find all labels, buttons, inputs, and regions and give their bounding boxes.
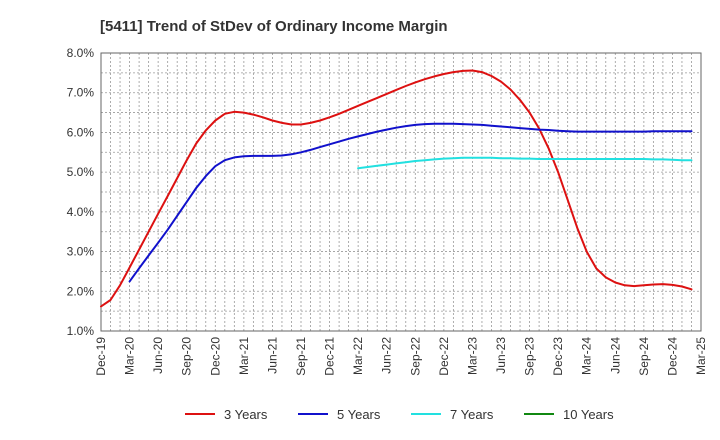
x-tick-label: Mar-20 (123, 337, 137, 375)
legend: 3 Years 5 Years 7 Years 10 Years (185, 407, 614, 422)
x-tick-label: Dec-23 (551, 337, 565, 376)
x-tick-label: Jun-22 (380, 337, 394, 374)
x-tick-label: Dec-22 (437, 337, 451, 376)
legend-label: 5 Years (337, 407, 381, 422)
x-tick-label: Jun-23 (494, 337, 508, 374)
y-tick-label: 3.0% (67, 245, 95, 259)
plot-grid (100, 52, 702, 332)
series-lines (100, 69, 693, 308)
x-tick-label: Jun-24 (608, 337, 622, 374)
x-tick-label: Jun-20 (151, 337, 165, 374)
x-tick-label: Jun-21 (265, 337, 279, 374)
legend-label: 7 Years (450, 407, 494, 422)
legend-label: 10 Years (563, 407, 614, 422)
x-tick-label: Sep-22 (408, 337, 422, 376)
legend-item: 5 Years (298, 407, 381, 422)
x-tick-label: Mar-25 (694, 337, 708, 375)
y-tick-label: 4.0% (67, 205, 95, 219)
legend-item: 10 Years (524, 407, 614, 422)
x-tick-label: Dec-19 (94, 337, 108, 376)
legend-item: 7 Years (411, 407, 494, 422)
x-axis-tick-labels: Dec-19 Mar-20 Jun-20 Sep-20 Dec-20 Mar-21 Jun-… (94, 337, 708, 376)
y-tick-label: 7.0% (67, 86, 95, 100)
x-tick-label: Mar-23 (465, 337, 479, 375)
series-line-7-years (357, 156, 693, 170)
x-tick-label: Sep-21 (294, 337, 308, 376)
x-tick-label: Sep-24 (637, 337, 651, 376)
series-line-3-years (100, 69, 693, 308)
x-tick-label: Sep-20 (180, 337, 194, 376)
plot-frame (100, 52, 702, 332)
y-axis-tick-labels: 1.0% 2.0% 3.0% 4.0% 5.0% 6.0% 7.0% 8.0% (67, 46, 95, 338)
chart-title: [5411] Trend of StDev of Ordinary Income… (100, 18, 448, 35)
x-tick-label: Mar-24 (580, 337, 594, 375)
x-tick-label: Dec-20 (208, 337, 222, 376)
series-line-5-years (128, 122, 693, 283)
x-tick-label: Dec-24 (665, 337, 679, 376)
legend-label: 3 Years (224, 407, 268, 422)
x-tick-label: Mar-22 (351, 337, 365, 375)
y-tick-label: 1.0% (67, 324, 95, 338)
x-tick-label: Dec-21 (323, 337, 337, 376)
legend-item: 3 Years (185, 407, 268, 422)
x-tick-label: Mar-21 (237, 337, 251, 375)
y-tick-label: 8.0% (67, 46, 95, 60)
y-tick-label: 6.0% (67, 125, 95, 139)
y-tick-label: 2.0% (67, 284, 95, 298)
y-tick-label: 5.0% (67, 165, 95, 179)
x-tick-label: Sep-23 (523, 337, 537, 376)
